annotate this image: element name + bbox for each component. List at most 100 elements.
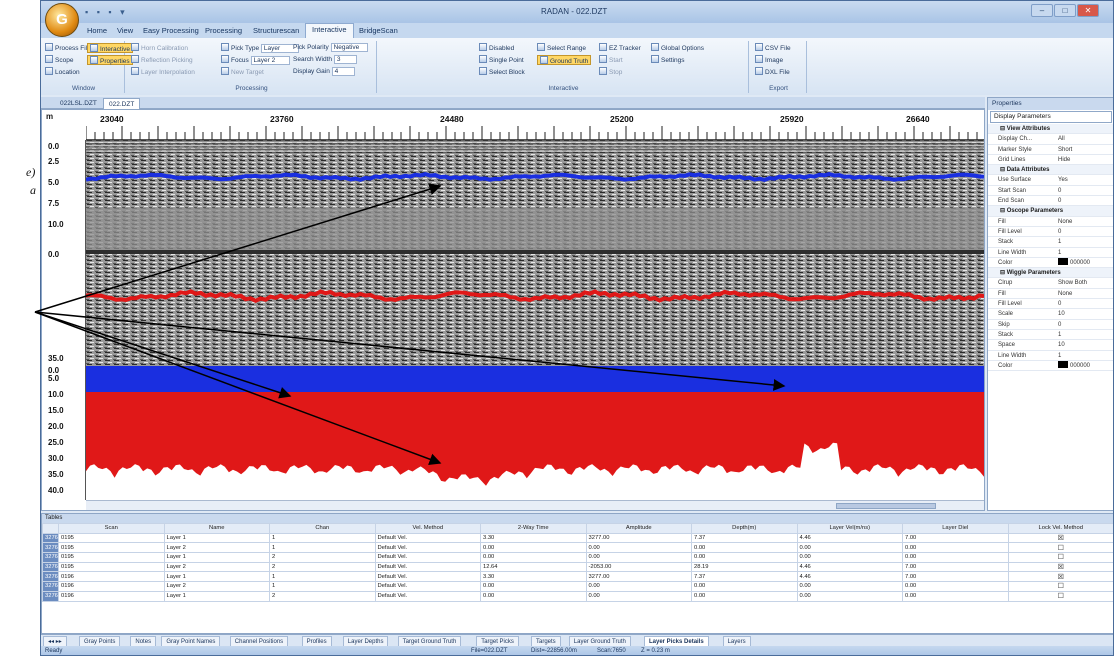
property-row[interactable]: Stack 1 [988,330,1113,341]
scope-button[interactable]: Scope [45,55,73,65]
property-row[interactable]: Fill Level 0 [988,227,1113,238]
property-value[interactable]: Short [1058,146,1073,153]
column-header[interactable]: Layer Diel [902,523,1009,534]
lock-checkbox[interactable]: ☐ [1007,552,1113,563]
properties-selector[interactable]: Display Parameters [990,111,1112,123]
properties-button[interactable]: Properties [87,55,133,65]
tab-view[interactable]: View [117,26,134,35]
lock-checkbox[interactable]: ☒ [1007,532,1113,544]
property-section[interactable]: ⊟ Oscope Parameters [988,206,1113,217]
property-row[interactable]: Line Width 1 [988,248,1113,258]
property-value[interactable]: Hide [1058,156,1071,163]
display-gain-combo[interactable]: Display Gain 4 [293,67,356,77]
property-value[interactable]: 0 [1058,321,1062,328]
property-row[interactable]: Scale 10 [988,309,1113,320]
process-files-button[interactable]: Process Files [45,43,94,53]
property-value[interactable]: All [1058,136,1065,143]
property-value[interactable]: 0 [1058,187,1062,194]
column-header[interactable]: Layer Vel(m/ns) [796,523,903,534]
focus-combo[interactable]: Focus Layer 2 [221,55,291,65]
reflection-picking-button[interactable]: Reflection Picking [131,55,193,65]
property-row[interactable]: Color 000000 [988,257,1113,269]
settings-button[interactable]: Settings [651,55,685,65]
column-header[interactable]: Name [163,523,270,534]
property-value[interactable]: Yes [1058,177,1068,184]
property-value[interactable]: 10 [1058,342,1065,349]
property-section[interactable]: ⊟ Data Attributes [988,165,1113,176]
column-header[interactable]: Lock Vel. Method [1007,523,1113,534]
property-row[interactable]: Display Ch... All [988,134,1113,145]
property-value[interactable]: 0 [1058,228,1062,235]
csv-file-button[interactable]: CSV File [755,43,791,53]
new-target-button[interactable]: New Target [221,67,264,77]
property-row[interactable]: Start Scan 0 [988,186,1113,197]
property-value[interactable]: 1 [1058,249,1062,256]
quick-access-toolbar[interactable]: ▪ ▪ ▪ ▾ [85,7,128,17]
maximize-button[interactable]: □ [1054,4,1076,17]
scroll-thumb[interactable] [836,503,936,509]
property-row[interactable]: Fill Level 0 [988,299,1113,310]
stop-button[interactable]: Stop [599,67,622,77]
property-value[interactable]: 000000 [1058,360,1090,371]
tab-structurescan[interactable]: Structurescan [253,26,300,35]
property-value[interactable]: 0 [1058,198,1062,205]
minimize-button[interactable]: – [1031,4,1053,17]
property-value[interactable]: 10 [1058,311,1065,318]
property-section[interactable]: ⊟ View Attributes [988,124,1113,135]
select-range-option[interactable]: Select Range [537,43,586,53]
interactive-button[interactable]: Interactive [87,43,133,53]
property-row[interactable]: Clrup Show Both [988,278,1113,289]
property-value[interactable]: None [1058,290,1073,297]
layer-interpolation-button[interactable]: Layer Interpolation [131,67,195,77]
tab-easy-processing[interactable]: Easy Processing [143,26,199,35]
horizontal-scrollbar[interactable] [86,500,984,510]
column-header[interactable]: Amplitude [585,523,692,534]
doc-tab-022lsl[interactable]: 022LSL.DZT [60,100,97,107]
image-export-button[interactable]: Image [755,55,783,65]
ground-truth-button[interactable]: Ground Truth [537,55,592,65]
doc-tab-022[interactable]: 022.DZT [103,98,141,109]
disabled-option[interactable]: Disabled [479,43,514,53]
property-row[interactable]: Color 000000 [988,360,1113,372]
property-row[interactable]: Marker Style Short [988,145,1113,155]
column-header[interactable]: 2-Way Time [480,523,587,534]
lock-checkbox[interactable]: ☐ [1007,581,1113,592]
ez-tracker-button[interactable]: EZ Tracker [599,43,641,53]
dxl-file-button[interactable]: DXL File [755,67,790,77]
lock-checkbox[interactable]: ☐ [1007,542,1113,554]
single-point-option[interactable]: Single Point [479,55,524,65]
property-row[interactable]: Skip 0 [988,320,1113,330]
tab-bridgescan[interactable]: BridgeScan [359,26,398,35]
property-row[interactable]: Space 10 [988,340,1113,351]
start-button[interactable]: Start [599,55,623,65]
pick-type-combo[interactable]: Pick Type Layer [221,43,300,53]
property-row[interactable]: Grid Lines Hide [988,155,1113,166]
property-value[interactable]: 1 [1058,239,1062,246]
radargram-profile[interactable] [86,140,984,366]
property-row[interactable]: Line Width 1 [988,351,1113,361]
lock-checkbox[interactable]: ☐ [1007,590,1113,602]
property-section[interactable]: ⊟ Wiggle Parameters [988,268,1113,279]
application-orb-button[interactable]: G [45,3,79,37]
property-value[interactable]: 000000 [1058,257,1090,268]
property-value[interactable]: 1 [1058,331,1062,338]
select-block-option[interactable]: Select Block [479,67,525,77]
column-header[interactable]: Chan [269,523,376,534]
column-header[interactable]: Scan [58,523,165,534]
property-value[interactable]: 0 [1058,301,1062,308]
radargram-viewer[interactable]: m 23040 23760 24480 25200 25920 26640 0.… [41,109,985,511]
property-row[interactable]: Fill None [988,289,1113,300]
tab-interactive[interactable]: Interactive [305,23,354,38]
tab-home[interactable]: Home [87,26,108,35]
search-width-combo[interactable]: Search Width 3 [293,55,358,65]
global-options-button[interactable]: Global Options [651,43,704,53]
tab-processing[interactable]: Processing [205,26,243,35]
property-value[interactable]: Show Both [1058,280,1088,287]
property-row[interactable]: Stack 1 [988,237,1113,248]
